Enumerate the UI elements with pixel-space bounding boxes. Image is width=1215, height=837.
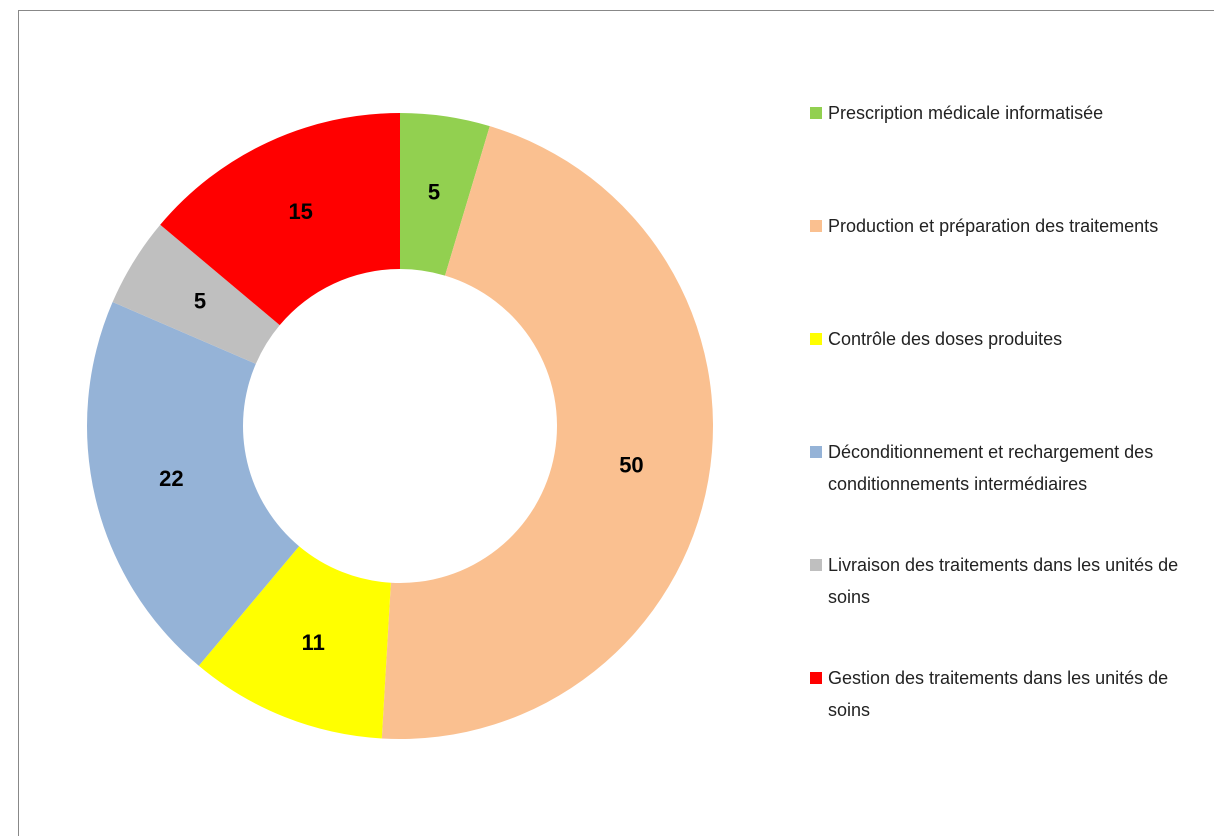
donut-segment xyxy=(86,302,300,666)
donut-segment xyxy=(400,113,490,276)
data-label: 11 xyxy=(302,630,325,655)
legend-swatch xyxy=(810,446,822,458)
legend-label: Prescription médicale informatisée xyxy=(828,103,1104,123)
data-label: 50 xyxy=(619,453,643,478)
legend-label: Déconditionnement et rechargement des co… xyxy=(828,442,1154,494)
legend-item: Déconditionnement et rechargement des co… xyxy=(810,436,1190,500)
legend-item: Livraison des traitements dans les unité… xyxy=(810,549,1190,613)
legend-label: Contrôle des doses produites xyxy=(828,329,1063,349)
chart-frame xyxy=(18,10,1214,836)
data-label: 22 xyxy=(159,466,183,491)
donut-segment xyxy=(112,224,280,364)
legend-item: Production et préparation des traitement… xyxy=(810,210,1190,242)
legend-swatch xyxy=(810,672,822,684)
data-label: 5 xyxy=(428,179,440,204)
data-label: 15 xyxy=(288,199,312,224)
legend-label: Livraison des traitements dans les unité… xyxy=(828,555,1179,607)
donut-segment xyxy=(381,126,713,739)
legend-label: Production et préparation des traitement… xyxy=(828,216,1159,236)
legend-item: Gestion des traitements dans les unités … xyxy=(810,662,1190,726)
donut-segment xyxy=(160,113,400,326)
legend-swatch xyxy=(810,333,822,345)
legend-item: Prescription médicale informatisée xyxy=(810,97,1190,129)
data-label: 5 xyxy=(194,288,206,313)
legend-swatch xyxy=(810,559,822,571)
legend-item: Contrôle des doses produites xyxy=(810,323,1190,355)
donut-segment xyxy=(198,546,391,739)
legend-swatch xyxy=(810,220,822,232)
legend-label: Gestion des traitements dans les unités … xyxy=(828,668,1169,720)
legend-swatch xyxy=(810,107,822,119)
